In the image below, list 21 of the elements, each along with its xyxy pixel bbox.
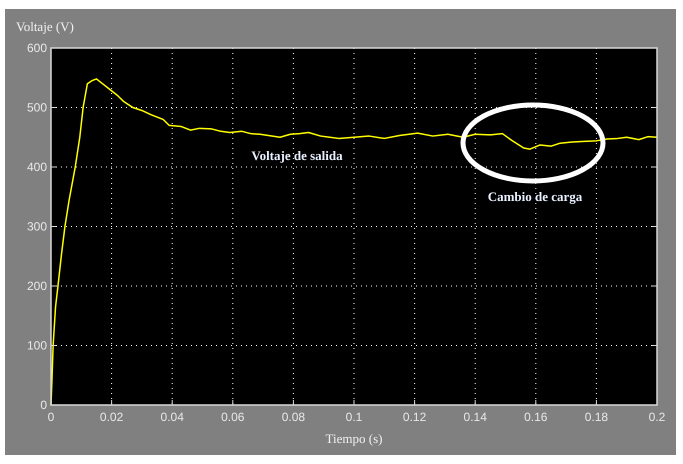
y-tick-label: 400 xyxy=(26,160,48,174)
x-tick-label: 0.14 xyxy=(464,410,488,424)
y-tick-label: 300 xyxy=(26,220,48,234)
annotation: Cambio de carga xyxy=(488,189,583,204)
y-tick-label: 0 xyxy=(40,398,48,412)
y-tick-label: 600 xyxy=(26,41,48,55)
x-tick-label: 0.12 xyxy=(402,410,427,424)
x-tick-label: 0.08 xyxy=(282,410,306,424)
y-tick-label: 500 xyxy=(26,100,48,114)
x-tick-label: 0.02 xyxy=(100,410,124,424)
x-tick-label: 0.04 xyxy=(160,410,184,424)
x-tick-label: 0.16 xyxy=(524,410,548,424)
x-tick-label: 0.18 xyxy=(584,410,608,424)
y-tick-label: 200 xyxy=(26,279,48,293)
y-tick-label: 100 xyxy=(26,338,48,352)
annotation: Voltaje de salida xyxy=(251,148,344,163)
x-axis-title: Tiempo (s) xyxy=(326,431,382,446)
x-tick-label: 0.1 xyxy=(346,410,363,424)
x-tick-label: 0.06 xyxy=(221,410,245,424)
y-axis-title: Voltaje (V) xyxy=(16,19,74,34)
x-tick-label: 0.2 xyxy=(648,410,666,424)
